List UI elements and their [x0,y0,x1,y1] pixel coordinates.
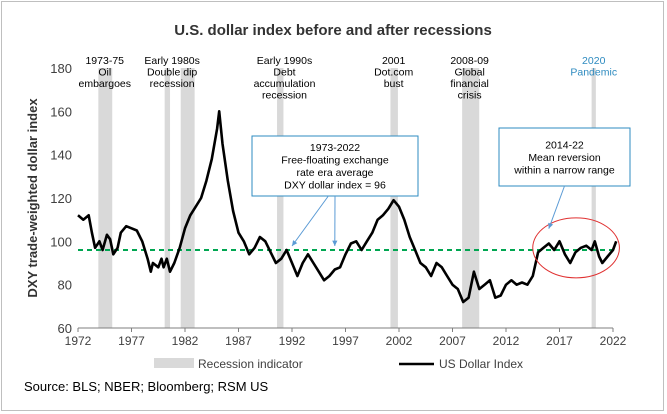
average-callout-text: DXY dollar index = 96 [284,180,386,192]
recession-label: Pandemic [570,67,617,79]
average-callout-text: rate era average [296,167,373,179]
y-axis-label: DXY trade-weighted dollar index [25,98,40,298]
recession-label: accumulation [254,78,316,90]
recession-label: Global [454,67,484,79]
recession-label: Dot.com [374,67,413,79]
y-tick-label: 60 [58,321,72,336]
x-tick-label: 2007 [439,334,466,348]
recession-label: embargoes [78,78,131,90]
recession-bar [277,68,284,328]
recession-label: Oil [98,67,111,79]
average-callout-arrowhead [332,240,338,246]
recession-bar [390,68,398,328]
x-tick-label: 1992 [279,334,306,348]
average-callout-box [251,135,419,197]
recession-label: 2008-09 [450,55,489,67]
recession-label: Early 1990s [257,55,312,67]
average-callout-arrowhead [292,240,298,246]
recession-bar [462,68,480,328]
x-tick-label: 1972 [65,334,92,348]
y-tick-label: 160 [50,104,72,119]
x-tick-label: 2012 [493,334,520,348]
recession-bar [180,68,195,328]
average-callout-arrow [291,195,329,247]
x-tick-label: 1977 [118,334,145,348]
recession-bar [164,68,171,328]
dollar-index-line [77,110,618,304]
recession-label: recession [262,90,307,102]
recession-label: Debt [273,67,295,79]
x-tick-label: 2017 [546,334,573,348]
recession-bar [98,68,113,328]
legend-recession-swatch [154,358,194,368]
y-tick-label: 120 [50,191,72,206]
recession-label: bust [384,78,404,90]
chart-title: U.S. dollar index before and after reces… [174,22,492,39]
recession-bar [591,68,596,328]
y-tick-label: 180 [50,61,72,76]
x-tick-label: 2002 [386,334,413,348]
mean-reversion-callout-arrow [548,185,565,229]
recession-label: 1973-75 [85,55,124,67]
source-note: Source: BLS; NBER; Bloomberg; RSM US [24,379,269,394]
x-tick-label: 1997 [332,334,359,348]
mean-reversion-callout-arrowhead [548,222,554,229]
x-tick-label: 1987 [225,334,252,348]
mean-reversion-callout-text: Mean reversion [528,152,601,164]
legend-recession-label: Recession indicator [198,357,303,371]
recession-label: 2001 [382,55,406,67]
x-tick-label: 1982 [172,334,199,348]
y-tick-label: 100 [50,234,72,249]
recession-label: 2020 [582,55,606,67]
mean-reversion-callout-text: 2014-22 [545,139,584,151]
recession-label: Double dip [147,67,197,79]
mean-reversion-callout-box [498,127,631,187]
mean-reversion-ellipse [532,217,620,279]
recession-label: Early 1980s [144,55,199,67]
recession-label: crisis [458,90,482,102]
y-tick-label: 140 [50,148,72,163]
y-tick-label: 80 [58,278,72,293]
recession-label: financial [450,78,489,90]
average-callout-text: Free-floating exchange [281,155,389,167]
recession-label: recession [150,78,195,90]
average-callout-text: 1973-2022 [310,142,360,154]
legend-dollar-label: US Dollar Index [439,357,523,371]
mean-reversion-callout-text: within a narrow range [513,164,615,176]
x-tick-label: 2022 [600,334,627,348]
